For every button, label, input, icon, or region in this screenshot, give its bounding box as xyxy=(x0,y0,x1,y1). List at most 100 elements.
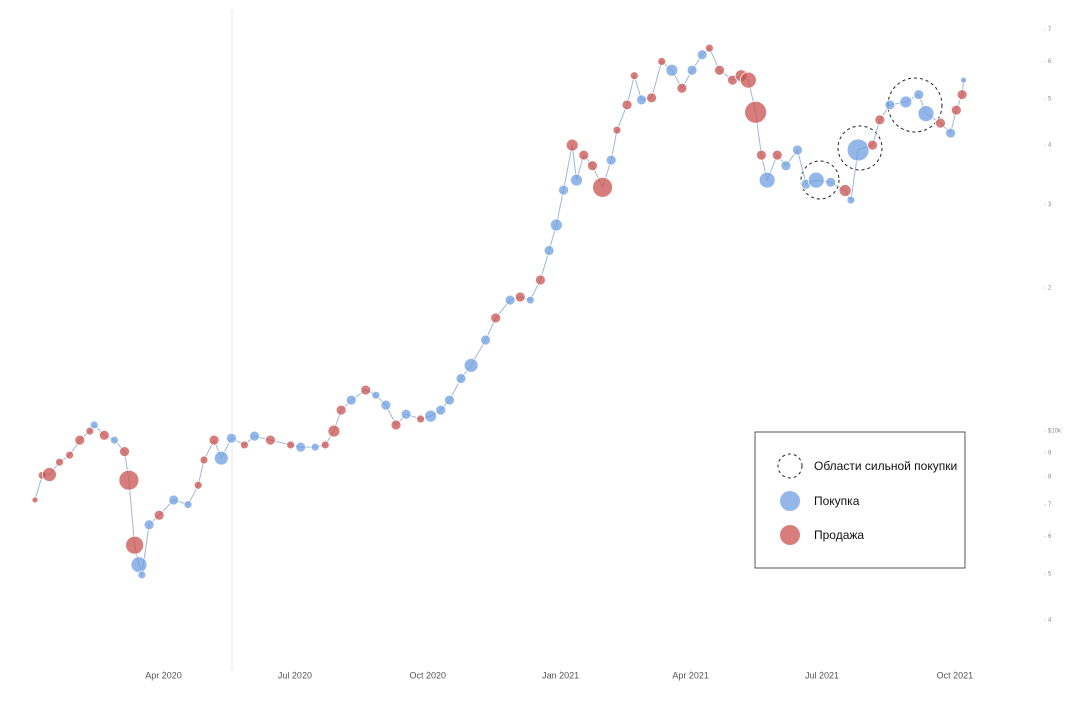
trade-bubble xyxy=(42,467,57,482)
highlight-region xyxy=(837,125,883,171)
trade-bubble xyxy=(535,274,546,286)
trade-bubble xyxy=(264,434,276,446)
trade-bubble xyxy=(792,144,803,156)
trade-bubble xyxy=(570,173,583,187)
trade-bubble xyxy=(605,154,617,166)
trade-bubble xyxy=(629,71,639,81)
trade-bubble xyxy=(646,92,658,104)
trade-bubble xyxy=(153,509,165,521)
trade-bubble xyxy=(676,82,688,94)
trade-bubble xyxy=(846,138,870,162)
trade-bubble xyxy=(825,176,837,188)
y-tick-label: 9 xyxy=(1048,450,1052,456)
trade-bubble xyxy=(884,99,896,111)
trade-bubble xyxy=(455,373,467,384)
x-tick-label: Jul 2020 xyxy=(278,670,312,680)
trade-bubble xyxy=(118,469,140,491)
x-tick-label: Jan 2021 xyxy=(542,670,579,680)
trade-bubble xyxy=(400,408,412,420)
y-tick-label: 7 xyxy=(1048,502,1052,508)
trade-bubble xyxy=(960,76,967,84)
trade-bubble xyxy=(565,138,579,152)
trade-bubble xyxy=(807,171,825,189)
trade-bubble xyxy=(558,184,569,196)
trade-bubble xyxy=(838,184,852,197)
highlight-region xyxy=(887,77,943,133)
trade-bubble xyxy=(183,500,193,510)
legend-label: Области сильной покупки xyxy=(814,459,957,473)
trade-bubble xyxy=(320,440,330,450)
trade-bubble xyxy=(286,440,296,450)
trade-bubble xyxy=(335,404,347,416)
trade-bubble xyxy=(137,570,147,580)
trade-bubble xyxy=(249,430,260,442)
trade-bubble xyxy=(686,64,698,76)
trade-bubble xyxy=(945,127,956,139)
trade-bubble xyxy=(704,43,714,53)
trade-bubble xyxy=(125,535,145,555)
legend-label: Продажа xyxy=(814,528,864,542)
y-tick-label: 8 xyxy=(1048,475,1052,481)
trade-bubble xyxy=(143,519,155,531)
trade-bubble xyxy=(744,100,768,124)
trade-bubble xyxy=(657,57,667,66)
trade-bubble xyxy=(380,399,392,411)
trade-bubble xyxy=(74,434,86,446)
y-tick-label: 5 xyxy=(1048,97,1052,103)
trade-bubble xyxy=(390,419,402,431)
trade-bubble xyxy=(490,312,502,324)
trade-bubble xyxy=(310,442,320,452)
trade-bubble xyxy=(213,450,229,466)
x-tick-label: Jul 2021 xyxy=(805,670,839,680)
trade-bubble xyxy=(239,440,249,450)
trade-bubble xyxy=(913,89,925,100)
trade-bubble xyxy=(525,295,535,305)
trade-bubble xyxy=(55,457,64,467)
y-tick-label: $10k xyxy=(1048,429,1062,435)
trade-bubble xyxy=(543,245,555,256)
trade-bubble xyxy=(110,435,119,445)
trade-bubble xyxy=(758,171,776,189)
legend-label: Покупка xyxy=(814,494,860,508)
trade-bubble xyxy=(739,71,757,89)
trade-bubble xyxy=(98,429,110,441)
trade-bubble xyxy=(193,480,203,490)
trade-bubble xyxy=(514,291,526,303)
y-tick-label: 6 xyxy=(1048,59,1052,65)
x-tick-label: Apr 2020 xyxy=(145,670,182,680)
trade-bubble xyxy=(899,95,913,109)
trade-bubble xyxy=(327,424,341,438)
y-tick-label: 6 xyxy=(1048,534,1052,540)
trade-bubble xyxy=(225,432,237,444)
trade-bubble xyxy=(89,420,99,430)
legend-swatch xyxy=(780,491,800,511)
trade-bubble xyxy=(935,117,946,129)
trade-bubble xyxy=(463,357,479,373)
trade-bubble xyxy=(665,63,679,77)
trade-bubble xyxy=(621,99,633,111)
trade-bubble xyxy=(360,384,372,396)
legend-swatch xyxy=(780,525,800,545)
y-tick-label: 4 xyxy=(1048,618,1052,624)
trade-bubble xyxy=(956,89,968,100)
y-tick-label: 2 xyxy=(1048,286,1052,292)
trade-bubble xyxy=(444,394,455,406)
trade-bubble xyxy=(950,104,962,116)
trade-bubble xyxy=(85,426,95,436)
trade-bubble xyxy=(199,455,209,465)
y-tick-label: 5 xyxy=(1048,572,1052,578)
trade-bubble xyxy=(696,49,708,61)
trade-bubble xyxy=(345,394,357,406)
x-tick-label: Oct 2021 xyxy=(937,670,974,680)
highlight-region xyxy=(800,160,840,200)
x-tick-label: Oct 2020 xyxy=(410,670,447,680)
trade-bubble xyxy=(208,434,220,446)
y-tick-label: 7 xyxy=(1048,27,1052,33)
trade-bubble xyxy=(371,390,381,400)
trade-bubble xyxy=(755,149,767,161)
trade-bubble xyxy=(504,294,516,306)
trade-bubble xyxy=(168,494,180,506)
trade-bubble xyxy=(867,139,878,151)
trade-bubble xyxy=(714,64,725,76)
